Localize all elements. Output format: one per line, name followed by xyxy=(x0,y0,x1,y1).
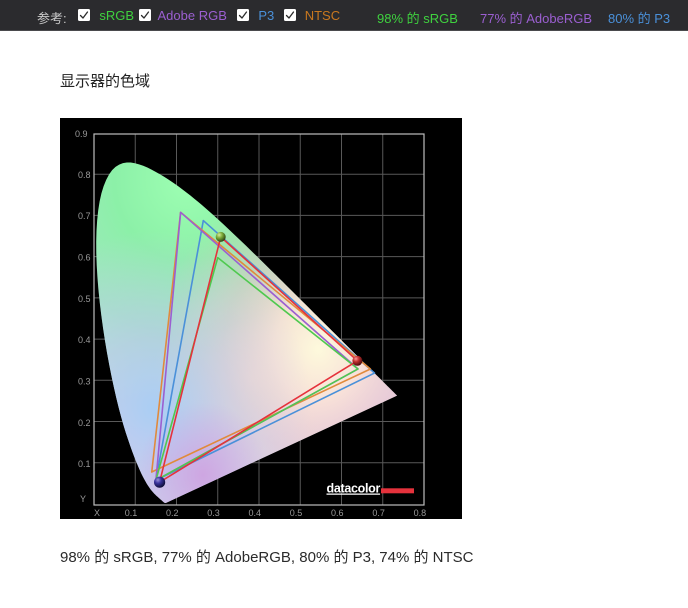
svg-text:0.1: 0.1 xyxy=(78,459,91,469)
svg-text:0.2: 0.2 xyxy=(78,418,91,428)
svg-text:0.3: 0.3 xyxy=(207,508,220,518)
svg-text:0.1: 0.1 xyxy=(125,508,138,518)
svg-text:X: X xyxy=(94,508,100,518)
svg-text:0.2: 0.2 xyxy=(166,508,179,518)
svg-text:0.8: 0.8 xyxy=(414,508,427,518)
svg-text:datacolor: datacolor xyxy=(327,482,381,496)
svg-text:0.4: 0.4 xyxy=(249,508,262,518)
svg-text:0.7: 0.7 xyxy=(372,508,385,518)
svg-text:0.9: 0.9 xyxy=(75,129,88,139)
svg-text:0.6: 0.6 xyxy=(331,508,344,518)
svg-text:0.6: 0.6 xyxy=(78,252,91,262)
svg-text:0.5: 0.5 xyxy=(78,294,91,304)
svg-text:0.8: 0.8 xyxy=(78,170,91,180)
svg-text:0.3: 0.3 xyxy=(78,377,91,387)
svg-text:0.7: 0.7 xyxy=(78,211,91,221)
svg-text:0.5: 0.5 xyxy=(290,508,303,518)
svg-text:0.4: 0.4 xyxy=(78,335,91,345)
svg-text:Y: Y xyxy=(80,494,86,504)
